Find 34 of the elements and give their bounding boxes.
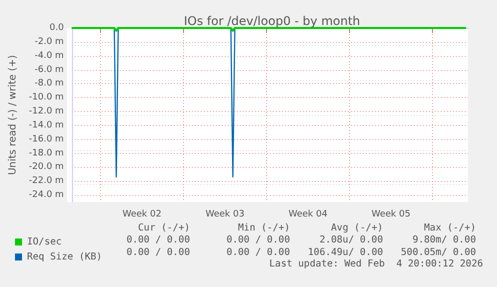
y-tick-label: -14.0 m: [28, 120, 64, 130]
text: 0.00 / 0.00: [226, 234, 290, 246]
x-tick-label: Week 05: [371, 210, 410, 220]
y-tick-label: -10.0 m: [28, 92, 64, 103]
y-tick-label: -6.0 m: [34, 64, 64, 75]
y-tick-label: -18.0 m: [28, 148, 64, 158]
y-tick-label: -24.0 m: [28, 190, 64, 200]
x-tick-label: Week 02: [122, 210, 162, 220]
y-tick-label: 0.0: [49, 23, 64, 33]
y-tick-label: -22.0 m: [28, 176, 64, 186]
text: 2.08u/ 0.00: [319, 234, 384, 246]
y-tick-label: -8.0 m: [34, 78, 64, 89]
y-tick-label: -16.0 m: [28, 134, 64, 144]
text: 9.80m/ 0.00: [412, 234, 476, 246]
text: 0.00 / 0.00: [226, 246, 290, 258]
y-tick-label: -4.0 m: [34, 50, 64, 61]
text: Avg (-/+): [331, 222, 383, 234]
x-tick-label: Week 04: [288, 210, 328, 220]
text: Min (-/+): [238, 222, 290, 234]
chart-title: IOs for /dev/loop0 - by month: [184, 14, 360, 28]
x-tick-label: Week 03: [205, 210, 244, 220]
text: Max (-/+): [424, 222, 476, 234]
y-tick-label: -12.0 m: [28, 106, 64, 117]
text: 106.49u/ 0.00: [308, 246, 384, 258]
text: Cur (-/+): [138, 222, 190, 234]
legend-label: IO/sec: [27, 236, 62, 248]
text: 500.05m/ 0.00: [400, 246, 476, 258]
y-tick-label: -20.0 m: [28, 162, 64, 172]
text: 0.00 / 0.00: [126, 234, 190, 246]
legend-label: Req Size (KB): [27, 252, 102, 262]
text: 0.00 / 0.00: [126, 246, 190, 258]
y-tick-label: -2.0 m: [34, 36, 64, 47]
text: Last update: Wed Feb 4 20:00:12 2026: [269, 258, 484, 270]
y-axis-title: Units read (-) / write (+): [8, 54, 18, 176]
